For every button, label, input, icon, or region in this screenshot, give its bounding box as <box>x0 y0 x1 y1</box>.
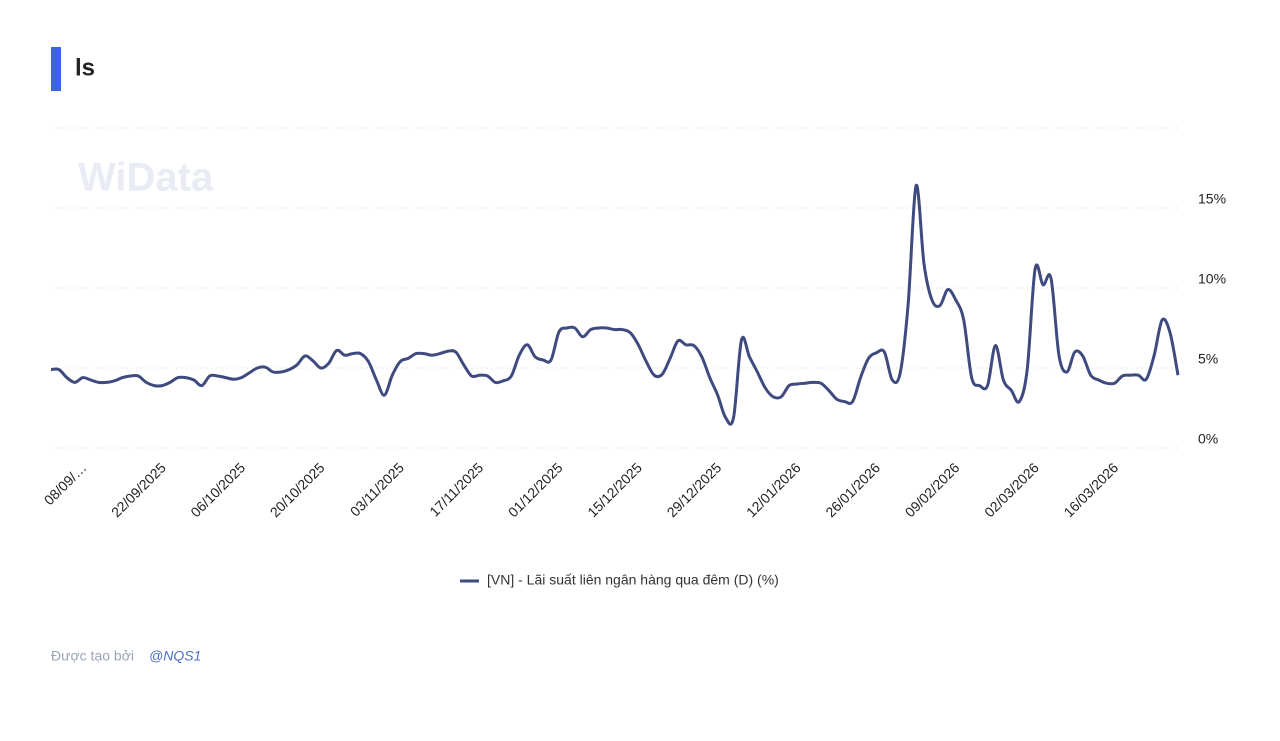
x-tick-label: 16/03/2026 <box>1060 459 1121 520</box>
chart-title: ls <box>75 54 95 81</box>
x-tick-label: 29/12/2025 <box>664 459 725 520</box>
x-tick-label: 12/01/2026 <box>743 459 804 520</box>
legend-label: [VN] - Lãi suất liên ngân hàng qua đêm (… <box>487 572 779 588</box>
y-tick-label: 10% <box>1198 271 1226 287</box>
x-tick-label: 15/12/2025 <box>584 459 645 520</box>
y-tick-label: 15% <box>1198 191 1226 207</box>
title-accent <box>51 47 61 91</box>
footer-text: Được tạo bởi <box>51 648 134 664</box>
footer-user[interactable]: @NQS1 <box>149 648 201 664</box>
x-tick-label: 08/09/… <box>41 459 90 508</box>
line-series <box>50 184 1180 426</box>
x-tick-label: 20/10/2025 <box>267 459 328 520</box>
watermark: WiData <box>78 156 214 200</box>
y-tick-label: 5% <box>1198 351 1218 367</box>
x-tick-label: 17/11/2025 <box>426 459 486 519</box>
x-tick-label: 02/03/2026 <box>981 459 1042 520</box>
x-tick-label: 01/12/2025 <box>505 459 566 520</box>
x-tick-label: 26/01/2026 <box>822 459 883 520</box>
y-tick-label: 0% <box>1198 431 1218 447</box>
x-tick-label: 03/11/2025 <box>347 459 407 519</box>
x-tick-label: 22/09/2025 <box>108 459 169 520</box>
x-tick-label: 06/10/2025 <box>187 459 248 520</box>
x-tick-label: 09/02/2026 <box>902 459 963 520</box>
